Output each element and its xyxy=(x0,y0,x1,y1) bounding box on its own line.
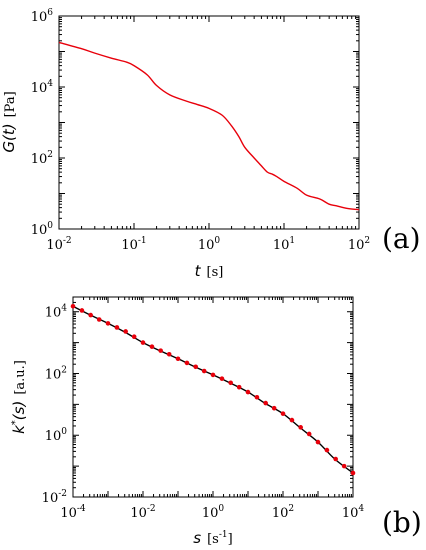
x-tick-label: 102 xyxy=(272,504,294,521)
y-axis-unit-b: [a.u.] xyxy=(13,360,28,395)
x-axis-var-a: t xyxy=(195,262,202,280)
data-point xyxy=(324,447,330,453)
x-tick-label: 104 xyxy=(342,504,365,521)
data-point xyxy=(254,394,260,400)
y-axis-var-tail-b: (s) xyxy=(10,401,28,421)
data-point xyxy=(140,340,146,345)
data-point xyxy=(158,348,163,353)
x-tick-label: 101 xyxy=(273,236,295,253)
x-axis-label-b: s [s-1] xyxy=(193,529,232,547)
y-tick-label: 100 xyxy=(45,427,68,444)
x-tick-label: 102 xyxy=(348,236,370,253)
x-tick-label: 100 xyxy=(202,504,225,521)
y-tick-label: 104 xyxy=(31,79,54,96)
data-point xyxy=(315,439,321,445)
series-b xyxy=(70,303,356,476)
data-point xyxy=(166,351,172,357)
series-a xyxy=(58,41,360,211)
data-point xyxy=(341,463,347,469)
data-point xyxy=(245,389,251,395)
y-axis-label-a: G(t) [Pa] xyxy=(0,91,18,152)
data-point xyxy=(228,380,233,386)
series-line-a-0 xyxy=(58,41,360,211)
x-axis-unit-a: [s] xyxy=(207,265,224,280)
data-point xyxy=(123,329,128,334)
y-tick-label: 102 xyxy=(31,150,53,167)
chart-panel-a: 10-2 10-1 100 101 102 100 102 104 106 t [s] G(t) [… xyxy=(0,8,421,280)
data-point xyxy=(201,368,207,374)
x-tick-label: 10-1 xyxy=(121,236,146,253)
data-point xyxy=(193,364,198,370)
x-tick-label: 10-4 xyxy=(60,504,86,521)
y-axis-var-b: k xyxy=(10,424,28,434)
x-axis-label-a: t [s] xyxy=(195,262,224,280)
x-tick-label: 10-2 xyxy=(46,236,71,253)
data-point xyxy=(350,470,356,476)
data-point xyxy=(114,325,120,330)
data-point xyxy=(184,360,190,366)
data-point xyxy=(271,405,277,411)
data-point xyxy=(306,431,312,437)
data-point xyxy=(88,312,93,318)
data-point xyxy=(333,456,338,462)
data-point xyxy=(298,425,303,430)
y-tick-label: 104 xyxy=(45,304,68,321)
y-axis-var-sup-b: * xyxy=(10,420,21,425)
x-axis-unit-close-b: ] xyxy=(228,532,233,547)
data-point xyxy=(263,400,268,406)
data-point xyxy=(219,376,225,381)
data-point xyxy=(280,411,286,416)
data-point xyxy=(175,356,181,362)
y-axis-var-a: G(t) xyxy=(0,123,18,152)
x-tick-label: 100 xyxy=(198,236,221,253)
data-point xyxy=(236,384,242,390)
y-tick-label: 10-2 xyxy=(42,489,67,506)
y-tick-label: 106 xyxy=(31,8,54,25)
data-point xyxy=(96,317,102,322)
panel-label-b: (b) xyxy=(382,506,422,539)
x-tick-label: 10-2 xyxy=(130,504,155,521)
y-axis-label-b: k*(s) [a.u.] xyxy=(10,360,28,434)
data-point xyxy=(210,372,216,378)
data-point xyxy=(131,334,137,340)
data-point xyxy=(105,321,111,326)
ticks-a: 10-2 10-1 100 101 102 100 102 104 106 xyxy=(31,8,370,253)
series-line-b-0 xyxy=(72,305,354,474)
data-point xyxy=(70,303,76,309)
data-point xyxy=(79,308,85,313)
y-axis-unit-a: [Pa] xyxy=(3,91,18,117)
x-axis-unit-exp-b: -1 xyxy=(219,530,228,540)
y-tick-label: 100 xyxy=(31,221,54,238)
data-point xyxy=(149,344,155,349)
data-point xyxy=(289,417,295,423)
x-axis-unit-b: [s xyxy=(207,532,219,547)
x-axis-var-b: s xyxy=(193,529,201,547)
y-tick-label: 102 xyxy=(45,365,67,382)
panel-label-a: (a) xyxy=(382,222,421,255)
